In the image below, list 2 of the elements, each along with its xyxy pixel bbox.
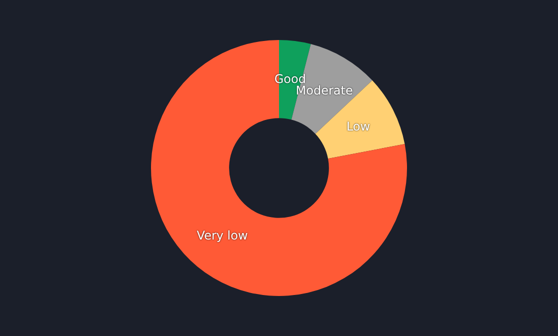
- slice-label: Very low: [196, 228, 248, 243]
- slice-label: Low: [346, 120, 370, 134]
